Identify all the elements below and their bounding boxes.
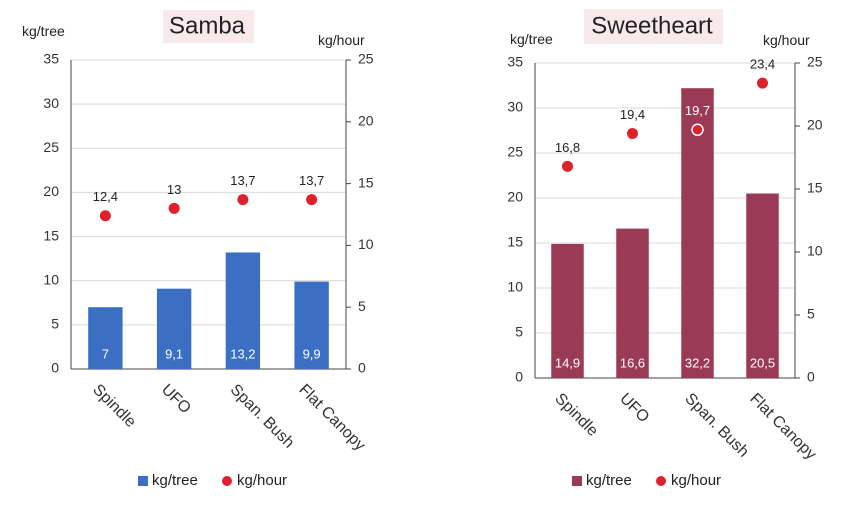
y-right-tick-label: 5 [807,306,815,322]
y-left-axis-label: kg/tree [22,23,65,39]
dot-value-label: 12,4 [93,189,118,204]
dot-marker [757,77,768,89]
legend-dot-label: kg/hour [671,472,721,489]
bar-value-label: 32,2 [685,355,710,370]
y-left-tick-label: 30 [43,95,59,111]
dot-marker [691,123,704,137]
bar [681,88,714,378]
x-tick-label: Flat Canopy [746,390,819,463]
x-tick-label: UFO [158,381,194,417]
y-right-tick-label: 0 [807,369,815,385]
bar [88,307,123,369]
bar-value-label: 7 [102,346,109,361]
legend-bar-swatch [138,476,148,486]
y-left-tick-label: 20 [43,183,59,199]
dot-marker [627,128,638,140]
y-left-tick-label: 25 [507,144,523,160]
y-right-tick-label: 20 [807,117,823,133]
y-right-tick-label: 15 [807,180,823,196]
dot-marker [562,160,573,172]
x-tick-label: UFO [616,390,652,426]
bar-value-label: 9,9 [303,346,321,361]
dot-marker [306,194,318,206]
legend-bar-label: kg/tree [586,472,632,489]
bar-value-label: 14,9 [555,355,580,370]
chart-title: Sweetheart [591,12,713,39]
chart-title-background [163,10,254,43]
chart-title-background [584,9,723,44]
chart-samba: Samba kg/tree kg/hour 0 5 10 15 20 25 30 35 0 5 10 15 2… [22,10,374,489]
bar-value-label: 20,5 [750,355,775,370]
bar [616,228,649,378]
y-left-tick-label: 15 [43,227,59,243]
dot-marker [168,202,180,214]
chart-sweetheart: Sweetheart kg/tree kg/hour 0 5 10 15 20 25 30 35 0 5… [507,9,823,489]
y-right-axis-label: kg/hour [318,32,365,48]
y-left-tick-label: 0 [51,360,59,376]
y-left-axis-label: kg/tree [510,31,553,47]
x-tick-label: Spindle [551,390,601,440]
y-left-tick-label: 35 [507,54,523,70]
y-left-tick-label: 30 [507,99,523,115]
dot-value-label: 13,7 [299,173,324,188]
y-left-tick-label: 5 [51,316,59,332]
x-tick-label: Span. Bush [681,390,752,461]
bar-value-label: 13,2 [230,346,255,361]
dot-value-label: 16,8 [555,140,580,155]
dot-value-label: 19,4 [620,107,645,122]
bar [551,243,584,378]
y-right-tick-label: 0 [358,360,366,376]
dot-value-label: 23,4 [750,57,775,72]
chart-title: Samba [169,12,246,39]
y-left-tick-label: 0 [515,369,523,385]
y-right-tick-label: 25 [807,54,823,70]
legend-bar-swatch [572,476,582,486]
y-right-tick-label: 10 [807,243,823,259]
y-left-tick-label: 10 [507,279,523,295]
legend-dot-label: kg/hour [237,472,287,489]
y-left-tick-label: 15 [507,234,523,250]
bar [294,281,329,369]
bar [746,193,779,378]
y-right-tick-label: 20 [358,113,374,129]
y-right-tick-label: 15 [358,174,374,190]
dot-value-label: 13 [167,182,181,197]
y-left-tick-label: 10 [43,271,59,287]
legend-dot-swatch [656,476,666,486]
dot-value-label: 19,7 [685,103,710,118]
dot-marker [237,194,249,206]
bar [225,252,261,369]
y-right-tick-label: 25 [358,51,374,67]
y-left-tick-label: 5 [515,324,523,340]
y-left-tick-label: 35 [43,51,59,67]
x-tick-label: Flat Canopy [295,381,368,454]
bar [156,288,192,369]
bar-value-label: 16,6 [620,355,645,370]
legend-bar-label: kg/tree [152,472,198,489]
y-left-tick-label: 20 [507,189,523,205]
dot-value-label: 13,7 [230,173,255,188]
x-tick-label: Spindle [89,381,139,431]
dot-marker [99,210,111,222]
y-right-axis-label: kg/hour [763,32,810,48]
x-tick-label: Span. Bush [227,381,298,452]
y-right-tick-label: 5 [358,298,366,314]
y-right-tick-label: 10 [358,236,374,252]
legend-dot-swatch [222,476,232,486]
bar-value-label: 9,1 [165,346,183,361]
y-left-tick-label: 25 [43,139,59,155]
